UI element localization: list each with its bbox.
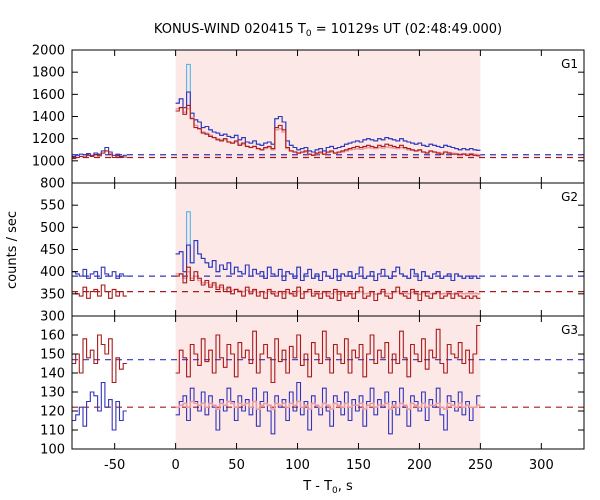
series-lower-line [175,324,481,384]
series-lower-line [175,266,481,302]
chart-title-suffix: = 10129s UT (02:48:49.000) [312,22,502,37]
x-tick-label: -50 [104,458,125,473]
y-tick-label: 140 [40,367,65,382]
x-axis-title-subscript: 0 [332,486,338,496]
panel-name-label: G2 [561,190,578,204]
y-tick-label: 1000 [32,154,65,169]
y-tick-label: 500 [40,221,65,236]
series-upper-line [175,91,481,153]
panel-g2: 300 350 400 450 500 550 G2 [40,182,585,325]
series-lower-line [175,104,481,157]
x-tick-label: 250 [468,458,493,473]
x-axis-title-suffix: , s [338,479,353,494]
panel-name-label: G1 [561,57,578,71]
panel-plot-area [72,324,584,435]
series-upper-line [72,381,127,431]
panel-g3: 100 110 120 130 140 150 160 G3 [40,315,585,458]
y-tick-label: 160 [40,329,65,344]
y-tick-label: 2000 [32,44,65,59]
y-tick-label: 1200 [32,132,65,147]
panel-plot-area [72,63,584,160]
panel-plot-area [72,211,584,302]
panel-g1: 800 1000 1200 1400 1600 1800 2000 G1 [32,44,585,192]
series-upper-line [72,146,127,157]
series-lower-line [72,150,127,160]
series-upper-line [175,240,481,282]
panel-frame [71,315,585,450]
y-tick-label: 130 [40,386,65,401]
y-tick-label: 1600 [32,88,65,103]
series-lower-line [72,334,127,384]
y-tick-label: 1400 [32,110,65,125]
x-tick-label: 50 [228,458,245,473]
series-fit-line [175,400,481,410]
shaded-interval [175,316,481,449]
x-tick-label: 0 [171,458,179,473]
chart-title-prefix: KONUS-WIND 020415 T [154,22,306,37]
y-tick-label: 300 [40,310,65,325]
y-tick-label: 400 [40,265,65,280]
y-tick-label: 350 [40,287,65,302]
shaded-interval [175,50,481,183]
y-tick-label: 110 [40,424,65,439]
series-lower-line [72,284,127,299]
panel-name-label: G3 [561,323,578,337]
y-tick-label: 550 [40,199,65,214]
x-tick-label: 300 [529,458,554,473]
y-tick-label: 800 [40,177,65,192]
chart-title-subscript: 0 [306,29,312,39]
series-upper-line [175,381,481,435]
chart-title: KONUS-WIND 020415 T0 = 10129s UT (02:48:… [154,22,502,39]
y-tick-label: 100 [40,443,65,458]
x-axis-title-prefix: T - T [302,479,332,494]
y-axis-title: counts / sec [5,211,20,289]
series-fit-line [175,270,481,296]
series-upper-line [72,266,127,279]
y-tick-label: 450 [40,243,65,258]
x-tick-label: 200 [407,458,432,473]
y-tick-label: 1800 [32,66,65,81]
y-tick-label: 150 [40,348,65,363]
y-tick-label: 120 [40,405,65,420]
x-tick-label: 150 [346,458,371,473]
x-tick-label: 100 [285,458,310,473]
x-axis-title: T - T0, s [302,479,353,496]
panels-layer: 800100012001400160018002000G130035040045… [32,44,585,473]
